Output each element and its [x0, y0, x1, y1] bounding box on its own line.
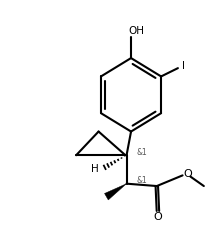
Text: O: O — [183, 169, 192, 179]
Text: OH: OH — [129, 26, 145, 36]
Text: H: H — [91, 164, 98, 174]
Text: O: O — [153, 212, 162, 222]
Text: &1: &1 — [137, 176, 147, 185]
Text: I: I — [182, 61, 185, 71]
Text: &1: &1 — [137, 148, 147, 157]
Polygon shape — [105, 184, 127, 200]
